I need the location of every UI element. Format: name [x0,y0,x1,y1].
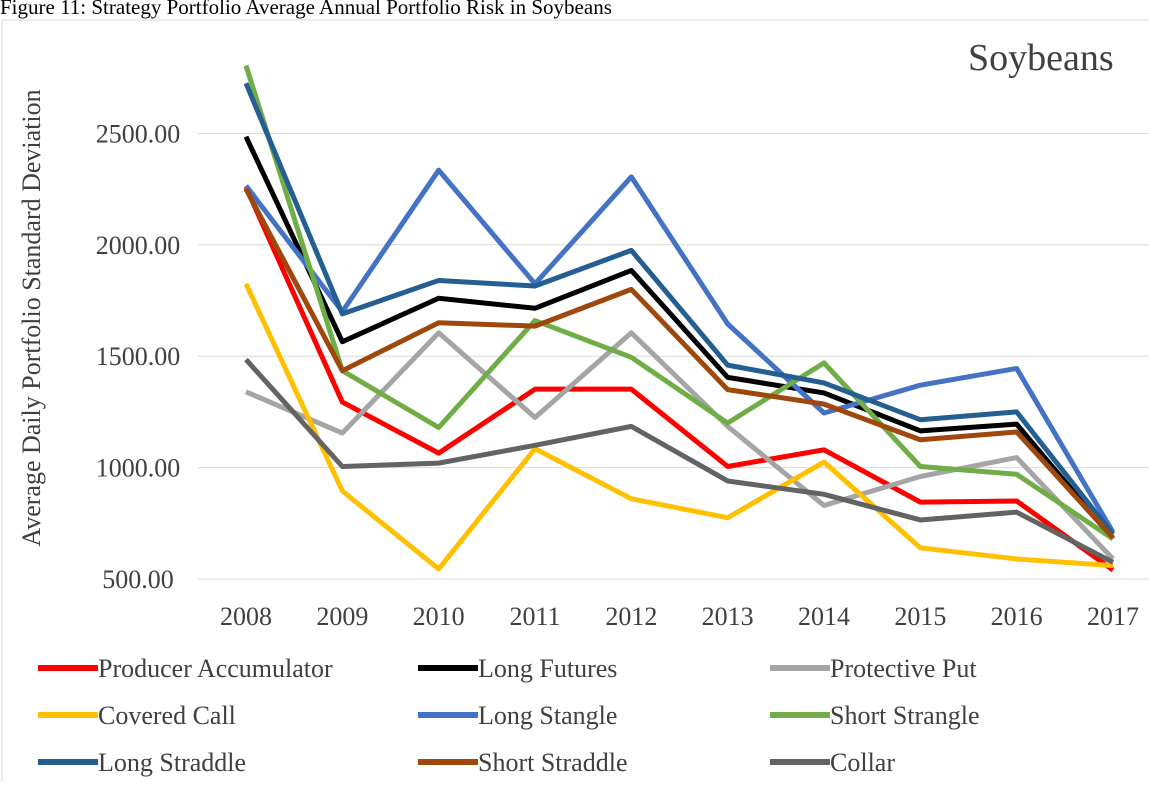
legend-label: Long Stangle [478,701,617,730]
y-axis-label: Average Daily Portfolio Standard Deviati… [17,89,46,546]
x-tick-label: 2008 [220,602,272,631]
legend-label: Covered Call [98,701,236,730]
legend-label: Long Straddle [98,748,246,777]
y-tick-label: 2000.00 [96,231,181,260]
x-tick-label: 2016 [991,602,1043,631]
x-tick-label: 2014 [798,602,850,631]
y-tick-label: 500.00 [102,565,174,594]
y-tick-label: 1500.00 [96,342,181,371]
legend-label: Collar [830,748,895,777]
series-line [244,167,1116,534]
x-tick-label: 2010 [413,602,465,631]
series-line [243,187,1115,540]
series-line [243,135,1115,541]
chart-title: Figure 11: Strategy Portfolio Average An… [0,0,612,19]
x-tick-label: 2013 [702,602,754,631]
x-tick-label: 2009 [316,602,368,631]
annotation: Soybeans [968,37,1114,79]
y-tick-label: 2500.00 [96,119,181,148]
series-line [243,186,1115,573]
x-tick-label: 2017 [1087,602,1139,631]
series-line [243,64,1115,541]
series-line [243,282,1114,572]
legend-label: Short Straddle [478,748,628,777]
x-tick-label: 2015 [894,602,946,631]
legend-label: Producer Accumulator [98,654,333,683]
legend-label: Long Futures [478,654,617,683]
legend-label: Short Strangle [830,701,980,730]
x-tick-label: 2011 [509,602,560,631]
series-line [243,82,1115,536]
legend-label: Protective Put [830,654,977,683]
series-line [245,330,1115,561]
y-tick-label: 1000.00 [96,454,181,483]
chart-border [1,19,1149,787]
x-tick-label: 2012 [605,602,657,631]
series-line [244,357,1115,565]
